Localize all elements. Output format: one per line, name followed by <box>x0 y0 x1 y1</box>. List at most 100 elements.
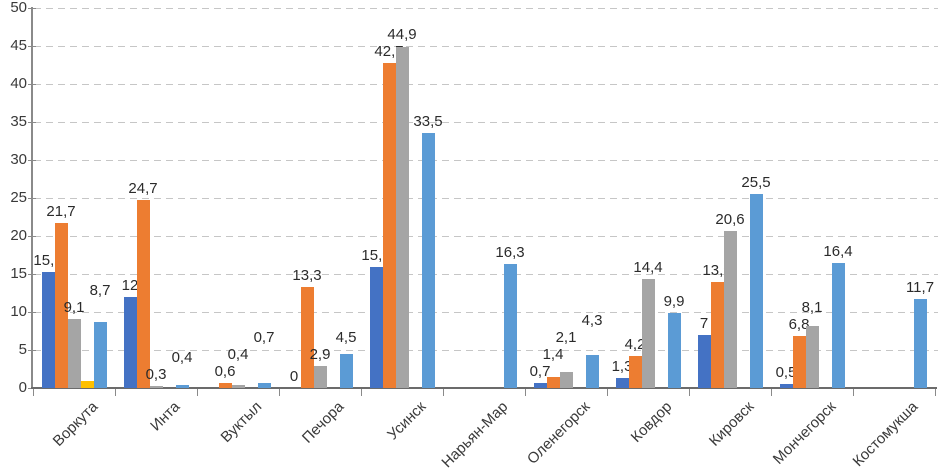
x-axis-tick <box>197 389 198 396</box>
bar-gray <box>641 278 655 388</box>
bar-value-label: 8,1 <box>801 299 823 317</box>
x-axis-tick <box>771 389 772 396</box>
bar-orange <box>136 200 150 388</box>
bar-value-label: 7 <box>699 314 709 332</box>
x-axis <box>31 387 937 389</box>
bar-light-blue <box>749 194 763 388</box>
x-axis-tick <box>689 389 690 396</box>
bar-value-label: 14,4 <box>633 258 663 276</box>
gridline <box>34 8 938 9</box>
bar-value-label: 12 <box>121 276 139 294</box>
bar-value-label: 0,4 <box>171 348 193 366</box>
x-axis-tick <box>115 389 116 396</box>
bar-value-label: 44,9 <box>387 26 417 44</box>
bar-orange <box>54 223 68 388</box>
bar-dark-blue <box>779 384 793 388</box>
x-axis-tick <box>607 389 608 396</box>
bar-value-label: 2,1 <box>555 328 577 346</box>
bar-orange <box>628 356 642 388</box>
x-category-label: Костомукша <box>849 398 922 471</box>
bar-orange <box>218 383 232 388</box>
gridline <box>34 350 938 351</box>
x-category-label: Вуктыл <box>217 398 266 447</box>
bar-light-blue <box>175 384 189 388</box>
bar-value-label: 21,7 <box>46 203 76 221</box>
bar-light-blue <box>257 382 271 388</box>
bar-value-label: 13,3 <box>292 266 322 284</box>
bar-value-label: 20,6 <box>715 211 745 229</box>
bar-orange <box>546 377 560 388</box>
x-category-label: Оленегорск <box>523 398 594 468</box>
y-axis-tick-label: 35 <box>10 113 27 130</box>
bar-value-label: 9,1 <box>63 298 85 316</box>
y-axis-tick-label: 50 <box>10 0 27 16</box>
bar-gray <box>313 365 327 388</box>
bar-value-label: 25,5 <box>741 174 771 192</box>
bar-value-label: 0,3 <box>145 365 167 383</box>
x-axis-tick <box>279 389 280 396</box>
bar-value-label: 4,2 <box>624 336 646 354</box>
bar-dark-blue <box>615 378 629 388</box>
x-axis-tick <box>853 389 854 396</box>
bar-yellow <box>80 381 94 388</box>
bar-gray <box>805 326 819 388</box>
gridline <box>34 122 938 123</box>
bar-value-label: 4,3 <box>581 311 603 329</box>
bar-value-label: 11,7 <box>905 279 935 297</box>
y-axis-tick-label: 20 <box>10 227 27 244</box>
gridline <box>34 84 938 85</box>
bar-orange <box>382 63 396 388</box>
bar-dark-blue <box>533 382 547 388</box>
bar-value-label: 16,4 <box>823 243 853 261</box>
bar-value-label: 2,9 <box>309 345 331 363</box>
y-axis-tick-label: 45 <box>10 37 27 54</box>
bar-gray <box>149 385 163 388</box>
y-axis <box>31 7 33 389</box>
bar-gray <box>231 384 245 388</box>
bar-light-blue <box>667 312 681 388</box>
gridline <box>34 312 938 313</box>
x-category-label: Нарьян-Мар <box>438 398 512 472</box>
x-category-label: Мончегорск <box>769 398 840 468</box>
y-axis-tick-label: 30 <box>10 151 27 168</box>
gridline <box>34 274 938 275</box>
gridline <box>34 160 938 161</box>
x-category-label: Ковдор <box>627 398 676 446</box>
bar-value-label: 1,3 <box>611 358 633 376</box>
bar-light-blue <box>913 299 927 388</box>
bar-value-label: 0,7 <box>253 329 275 347</box>
bar-dark-blue <box>697 334 711 388</box>
bar-value-label: 6,8 <box>788 316 810 334</box>
bar-orange <box>710 282 724 388</box>
bar-value-label: 0 <box>289 368 299 385</box>
y-axis-tick-label: 40 <box>10 75 27 92</box>
bar-value-label: 0,6 <box>214 363 236 381</box>
bar-dark-blue <box>41 272 55 388</box>
bar-gray <box>395 46 409 388</box>
bar-light-blue <box>503 264 517 388</box>
x-category-label: Усинск <box>384 398 430 444</box>
bar-value-label: 24,7 <box>128 180 158 198</box>
bar-value-label: 1,4 <box>542 345 564 363</box>
bar-value-label: 0,7 <box>529 362 551 380</box>
x-axis-tick <box>443 389 444 396</box>
bar-orange <box>300 286 314 388</box>
bar-light-blue <box>339 353 353 388</box>
bar-gray <box>723 231 737 388</box>
bar-orange <box>792 336 806 388</box>
bar-light-blue <box>421 133 435 388</box>
gridline <box>34 46 938 47</box>
bar-value-label: 33,5 <box>413 113 443 131</box>
x-axis-tick <box>935 389 936 396</box>
bar-light-blue <box>585 355 599 388</box>
x-category-label: Кировск <box>705 398 758 450</box>
x-axis-tick <box>33 389 34 396</box>
bar-value-label: 0,5 <box>775 364 797 382</box>
x-axis-tick <box>525 389 526 396</box>
y-axis-tick-label: 5 <box>18 341 27 358</box>
x-category-label: Печора <box>298 398 348 447</box>
bar-gray <box>67 318 81 388</box>
bar-dark-blue <box>123 296 137 388</box>
x-category-label: Инта <box>147 398 184 435</box>
